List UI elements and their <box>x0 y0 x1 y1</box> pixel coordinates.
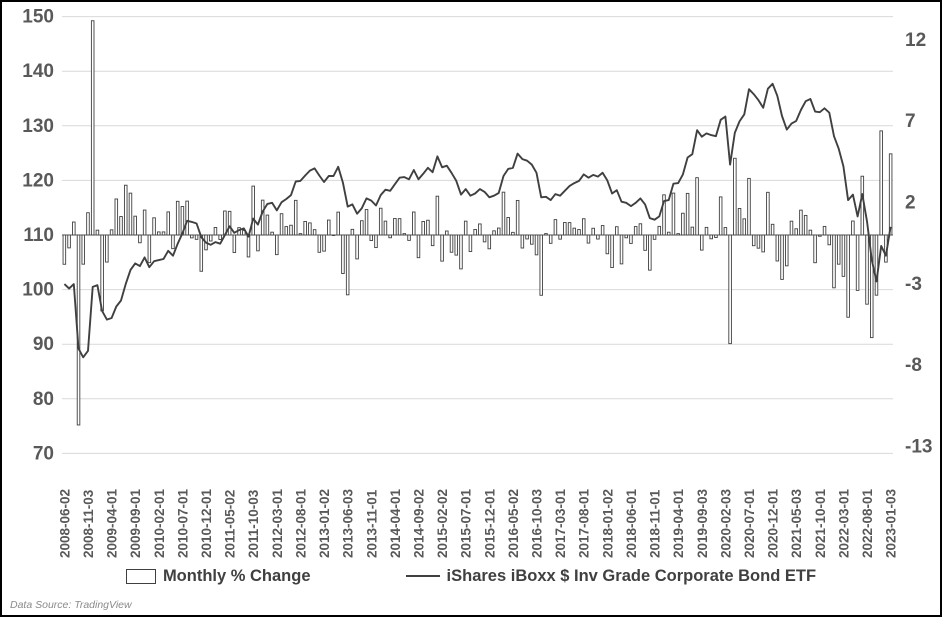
svg-text:90: 90 <box>33 334 54 355</box>
svg-text:2019-04-01: 2019-04-01 <box>671 488 686 558</box>
svg-text:2013-06-03: 2013-06-03 <box>341 488 356 558</box>
svg-text:2011-10-03: 2011-10-03 <box>246 489 261 558</box>
line-series-swatch <box>405 575 440 577</box>
svg-text:2010-02-01: 2010-02-01 <box>152 488 167 558</box>
svg-text:2009-09-01: 2009-09-01 <box>128 488 143 558</box>
svg-text:2021-10-01: 2021-10-01 <box>813 488 828 558</box>
right-axis-labels: 12 7 2 -3 -8 -13 <box>905 30 932 458</box>
svg-text:12: 12 <box>905 30 926 51</box>
svg-text:2012-03-01: 2012-03-01 <box>270 488 285 558</box>
svg-text:2017-08-01: 2017-08-01 <box>577 488 592 558</box>
svg-text:2012-08-01: 2012-08-01 <box>293 488 308 558</box>
legend: Monthly % Change iShares iBoxx $ Inv Gra… <box>2 560 940 592</box>
svg-text:2009-04-01: 2009-04-01 <box>105 488 120 558</box>
svg-text:100: 100 <box>22 280 54 301</box>
left-axis-labels: 150 140 130 120 110 100 90 80 70 <box>22 7 54 465</box>
svg-text:120: 120 <box>22 170 54 191</box>
svg-text:2008-06-02: 2008-06-02 <box>57 489 72 558</box>
svg-text:7: 7 <box>905 111 916 132</box>
svg-text:2018-01-02: 2018-01-02 <box>600 489 615 558</box>
svg-text:2013-11-01: 2013-11-01 <box>364 489 379 558</box>
legend-item-monthly-change: Monthly % Change <box>125 566 311 586</box>
svg-text:2020-12-01: 2020-12-01 <box>766 488 781 558</box>
svg-text:140: 140 <box>22 61 54 82</box>
svg-text:2018-06-01: 2018-06-01 <box>624 488 639 558</box>
svg-text:2011-05-02: 2011-05-02 <box>223 490 238 558</box>
svg-text:2016-10-03: 2016-10-03 <box>530 488 545 558</box>
svg-text:2015-07-01: 2015-07-01 <box>459 488 474 558</box>
svg-text:2021-05-03: 2021-05-03 <box>789 488 804 558</box>
svg-text:2020-07-01: 2020-07-01 <box>742 488 757 558</box>
x-axis-labels: 2008-06-02 2008-11-03 2009-04-01 2009-09-01… <box>57 488 898 558</box>
svg-text:2022-03-01: 2022-03-01 <box>836 488 851 558</box>
monthly-change-bars <box>62 20 893 426</box>
legend-line-label: iShares iBoxx $ Inv Grade Corporate Bond… <box>446 566 817 585</box>
svg-text:2018-11-01: 2018-11-01 <box>648 489 663 558</box>
svg-text:2008-11-03: 2008-11-03 <box>81 489 96 558</box>
svg-text:110: 110 <box>23 225 54 246</box>
svg-text:2015-02-02: 2015-02-02 <box>435 489 450 558</box>
etf-price-line <box>63 82 892 359</box>
combo-chart: 150 140 130 120 110 100 90 80 70 12 7 2 -3 -8 -13 200… <box>22 7 932 558</box>
svg-text:70: 70 <box>33 443 54 464</box>
svg-text:2014-04-01: 2014-04-01 <box>388 488 403 558</box>
svg-text:2020-02-03: 2020-02-03 <box>718 488 733 558</box>
svg-text:150: 150 <box>22 7 54 28</box>
svg-text:2015-12-01: 2015-12-01 <box>482 488 497 558</box>
svg-text:2016-05-02: 2016-05-02 <box>506 489 521 558</box>
svg-text:2019-09-03: 2019-09-03 <box>695 488 710 558</box>
svg-text:80: 80 <box>33 389 54 410</box>
svg-text:-8: -8 <box>905 355 922 376</box>
svg-text:-13: -13 <box>905 436 932 457</box>
svg-text:2010-07-01: 2010-07-01 <box>175 488 190 558</box>
legend-item-etf: iShares iBoxx $ Inv Grade Corporate Bond… <box>405 566 817 586</box>
legend-bar-label: Monthly % Change <box>162 566 311 585</box>
bar-series-swatch <box>125 568 156 584</box>
svg-text:2014-09-02: 2014-09-02 <box>412 489 427 558</box>
svg-text:2: 2 <box>905 192 916 213</box>
svg-text:2010-12-01: 2010-12-01 <box>199 488 214 558</box>
data-source-note: Data Source: TradingView <box>10 599 132 611</box>
svg-text:2022-08-01: 2022-08-01 <box>860 488 875 558</box>
svg-text:-3: -3 <box>905 274 922 295</box>
svg-text:130: 130 <box>22 116 54 137</box>
svg-text:2013-01-02: 2013-01-02 <box>317 489 332 558</box>
svg-text:2023-01-03: 2023-01-03 <box>884 488 899 558</box>
svg-text:2017-03-01: 2017-03-01 <box>553 488 568 558</box>
